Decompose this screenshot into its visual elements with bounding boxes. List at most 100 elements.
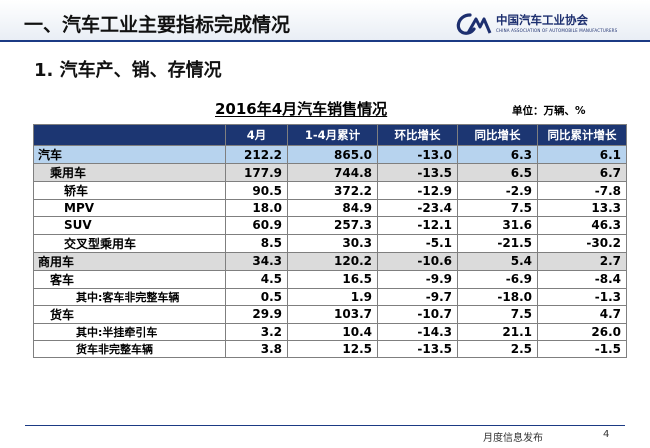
column-header-ytd-yoy: 同比累计增长 (537, 124, 627, 146)
table-row: 交叉型乘用车 8.5 30.3 -5.1 -21.5 -30.2 (33, 233, 627, 253)
table-row: SUV 60.9 257.3 -12.1 31.6 46.3 (33, 216, 627, 235)
row-label: 货车 (33, 304, 226, 324)
cell-april: 90.5 (225, 181, 288, 200)
row-label: 其中:半挂牵引车 (33, 322, 226, 342)
cell-ytd-yoy: 2.7 (537, 251, 627, 271)
row-label: 汽车 (33, 145, 226, 164)
table-row: 货车 29.9 103.7 -10.7 7.5 4.7 (33, 304, 627, 324)
table-row: 货车非完整车辆 3.8 12.5 -13.5 2.5 -1.5 (33, 340, 627, 359)
cell-mom: -13.0 (377, 145, 458, 164)
row-label: 交叉型乘用车 (33, 233, 226, 253)
cell-ytd: 30.3 (287, 233, 378, 253)
cell-april: 4.5 (225, 269, 288, 289)
cell-mom: -14.3 (377, 322, 458, 342)
cell-yoy: -21.5 (457, 233, 538, 253)
header-divider (0, 40, 650, 42)
row-label: SUV (33, 216, 226, 235)
cell-mom: -9.7 (377, 287, 458, 306)
table-row: 轿车 90.5 372.2 -12.9 -2.9 -7.8 (33, 181, 627, 200)
cell-ytd: 120.2 (287, 251, 378, 271)
cell-april: 3.2 (225, 322, 288, 342)
row-label: 客车 (33, 269, 226, 289)
cell-ytd: 84.9 (287, 198, 378, 218)
cell-yoy: 5.4 (457, 251, 538, 271)
cell-april: 3.8 (225, 340, 288, 359)
table-row: 其中:半挂牵引车 3.2 10.4 -14.3 21.1 26.0 (33, 322, 627, 342)
cell-mom: -12.1 (377, 216, 458, 235)
cell-april: 0.5 (225, 287, 288, 306)
cell-yoy: 7.5 (457, 198, 538, 218)
column-header-yoy: 同比增长 (457, 124, 538, 146)
row-label: 其中:客车非完整车辆 (33, 287, 226, 306)
cell-april: 34.3 (225, 251, 288, 271)
cell-ytd-yoy: -1.3 (537, 287, 627, 306)
cell-mom: -13.5 (377, 340, 458, 359)
cell-ytd-yoy: 6.1 (537, 145, 627, 164)
cell-yoy: 2.5 (457, 340, 538, 359)
row-label: 货车非完整车辆 (33, 340, 226, 359)
cell-yoy: 21.1 (457, 322, 538, 342)
cell-ytd: 12.5 (287, 340, 378, 359)
cell-yoy: 7.5 (457, 304, 538, 324)
row-label: MPV (33, 198, 226, 218)
cell-ytd-yoy: -30.2 (537, 233, 627, 253)
cell-ytd: 865.0 (287, 145, 378, 164)
table-title: 2016年4月汽车销售情况 (215, 100, 388, 118)
cell-ytd-yoy: 6.7 (537, 163, 627, 182)
table-row: 其中:客车非完整车辆 0.5 1.9 -9.7 -18.0 -1.3 (33, 287, 627, 306)
cell-ytd-yoy: 46.3 (537, 216, 627, 235)
footer-divider (25, 425, 625, 426)
section-title: 一、汽车工业主要指标完成情况 (24, 14, 291, 36)
table-row: 商用车 34.3 120.2 -10.6 5.4 2.7 (33, 251, 627, 271)
table-row: 乘用车 177.9 744.8 -13.5 6.5 6.7 (33, 163, 627, 182)
column-header-mom: 环比增长 (377, 124, 458, 146)
cell-ytd-yoy: 13.3 (537, 198, 627, 218)
cell-ytd-yoy: -7.8 (537, 181, 627, 200)
header-corner-cell (33, 124, 226, 146)
cell-mom: -5.1 (377, 233, 458, 253)
organization-logo: 中国汽车工业协会 CHINA ASSOCIATION OF AUTOMOBILE… (452, 10, 632, 38)
table-header-row: 4月 1-4月累计 环比增长 同比增长 同比累计增长 (33, 124, 627, 146)
page-number: 4 (603, 429, 610, 440)
row-label: 商用车 (33, 251, 226, 271)
cell-ytd: 257.3 (287, 216, 378, 235)
footer-text: 月度信息发布 (483, 433, 543, 444)
cell-yoy: 31.6 (457, 216, 538, 235)
cell-yoy: 6.3 (457, 145, 538, 164)
cell-april: 29.9 (225, 304, 288, 324)
cell-yoy: -6.9 (457, 269, 538, 289)
cell-april: 177.9 (225, 163, 288, 182)
cell-yoy: -2.9 (457, 181, 538, 200)
cell-ytd: 16.5 (287, 269, 378, 289)
row-label: 乘用车 (33, 163, 226, 182)
logo-text-cn: 中国汽车工业协会 (496, 13, 588, 27)
cell-mom: -9.9 (377, 269, 458, 289)
unit-label: 单位：万辆、% (512, 105, 586, 117)
cell-ytd-yoy: -1.5 (537, 340, 627, 359)
table-row: 客车 4.5 16.5 -9.9 -6.9 -8.4 (33, 269, 627, 289)
table-row: MPV 18.0 84.9 -23.4 7.5 13.3 (33, 198, 627, 218)
cell-mom: -10.6 (377, 251, 458, 271)
subsection-title: 1. 汽车产、销、存情况 (34, 60, 222, 81)
cell-yoy: -18.0 (457, 287, 538, 306)
cell-yoy: 6.5 (457, 163, 538, 182)
caam-logo-icon (456, 13, 492, 35)
column-header-ytd: 1-4月累计 (287, 124, 378, 146)
cell-ytd-yoy: -8.4 (537, 269, 627, 289)
cell-april: 8.5 (225, 233, 288, 253)
cell-ytd: 744.8 (287, 163, 378, 182)
logo-text-en: CHINA ASSOCIATION OF AUTOMOBILE MANUFACT… (496, 28, 618, 33)
cell-ytd: 10.4 (287, 322, 378, 342)
cell-april: 60.9 (225, 216, 288, 235)
cell-mom: -13.5 (377, 163, 458, 182)
cell-ytd: 103.7 (287, 304, 378, 324)
cell-mom: -23.4 (377, 198, 458, 218)
cell-ytd: 1.9 (287, 287, 378, 306)
cell-ytd: 372.2 (287, 181, 378, 200)
table-row: 汽车 212.2 865.0 -13.0 6.3 6.1 (33, 145, 627, 164)
cell-mom: -10.7 (377, 304, 458, 324)
cell-mom: -12.9 (377, 181, 458, 200)
row-label: 轿车 (33, 181, 226, 200)
column-header-april: 4月 (225, 124, 288, 146)
cell-ytd-yoy: 26.0 (537, 322, 627, 342)
